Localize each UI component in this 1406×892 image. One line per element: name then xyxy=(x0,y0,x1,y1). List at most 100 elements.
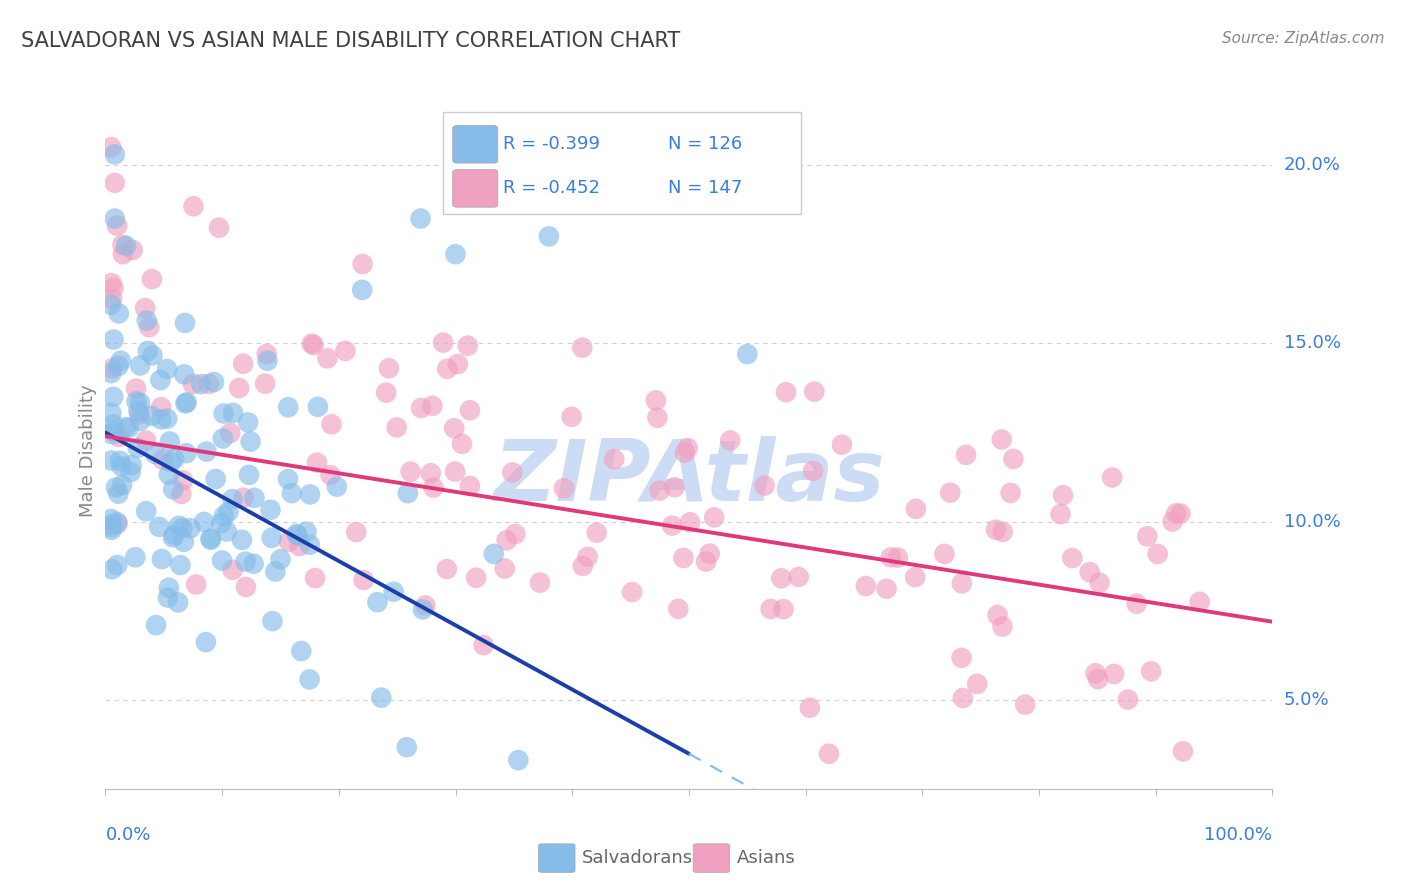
Point xyxy=(235,555,257,569)
Point xyxy=(661,518,683,533)
Point xyxy=(664,480,686,494)
Point xyxy=(219,426,242,441)
Point xyxy=(186,577,208,591)
Point xyxy=(505,527,527,541)
Point xyxy=(676,441,699,455)
Point xyxy=(145,618,167,632)
Point xyxy=(803,384,825,399)
Point xyxy=(143,447,166,461)
Point xyxy=(264,565,287,579)
Point xyxy=(100,512,122,526)
Point xyxy=(529,575,551,590)
Point xyxy=(103,333,125,347)
Point xyxy=(415,599,437,613)
Point xyxy=(352,257,374,271)
Point xyxy=(647,410,669,425)
Point xyxy=(603,452,626,467)
Point xyxy=(396,486,419,500)
Point xyxy=(1136,529,1159,543)
Text: 15.0%: 15.0% xyxy=(1284,334,1340,352)
Point xyxy=(991,619,1014,633)
Text: 0.0%: 0.0% xyxy=(105,825,150,844)
Point xyxy=(239,434,262,449)
Point xyxy=(193,515,215,529)
Point xyxy=(955,448,977,462)
Text: 10.0%: 10.0% xyxy=(1284,513,1340,531)
Point xyxy=(149,373,172,387)
Point xyxy=(799,700,821,714)
Point xyxy=(1002,451,1025,466)
Point xyxy=(108,306,131,320)
Point xyxy=(385,420,408,434)
Point xyxy=(204,472,226,486)
Point xyxy=(576,549,599,564)
Point xyxy=(217,505,239,519)
Point xyxy=(1101,470,1123,484)
Point xyxy=(120,465,142,479)
Point xyxy=(100,523,122,537)
Point xyxy=(326,480,349,494)
Point xyxy=(495,533,517,548)
Point xyxy=(419,466,441,480)
Point xyxy=(370,690,392,705)
Point xyxy=(399,465,422,479)
Point xyxy=(103,390,125,404)
Point xyxy=(1171,744,1194,758)
Point xyxy=(444,247,467,261)
Point xyxy=(307,400,329,414)
Point xyxy=(621,585,644,599)
Point xyxy=(150,552,173,566)
Point xyxy=(104,147,127,161)
Point xyxy=(103,417,125,432)
Point xyxy=(699,547,721,561)
Point xyxy=(211,553,233,567)
Point xyxy=(176,395,198,409)
Point xyxy=(1087,672,1109,686)
Point xyxy=(231,533,253,547)
Point xyxy=(991,524,1014,539)
Point xyxy=(1102,666,1125,681)
Point xyxy=(174,446,197,460)
Point xyxy=(366,595,388,609)
Point xyxy=(472,638,495,652)
Point xyxy=(111,247,134,261)
Point xyxy=(111,478,134,492)
Point xyxy=(101,292,124,306)
Point xyxy=(1161,515,1184,529)
Point xyxy=(458,479,481,493)
Point xyxy=(395,740,418,755)
Point xyxy=(298,538,321,552)
Y-axis label: Male Disability: Male Disability xyxy=(79,384,97,516)
Point xyxy=(648,483,671,498)
Point xyxy=(280,486,302,500)
Text: 100.0%: 100.0% xyxy=(1205,825,1272,844)
Point xyxy=(436,362,458,376)
Point xyxy=(141,272,163,286)
Point xyxy=(118,421,141,435)
Point xyxy=(167,595,190,609)
Point xyxy=(458,403,481,417)
Point xyxy=(1088,575,1111,590)
Point xyxy=(571,558,593,573)
Point xyxy=(1140,665,1163,679)
Point xyxy=(335,343,357,358)
Point xyxy=(585,525,607,540)
Point xyxy=(100,298,122,312)
Point xyxy=(134,301,156,315)
Point xyxy=(287,528,309,542)
Point xyxy=(148,520,170,534)
Point xyxy=(876,582,898,596)
Point xyxy=(100,140,122,154)
Point xyxy=(443,421,465,435)
Point xyxy=(232,491,254,505)
Point xyxy=(107,359,129,373)
Point xyxy=(200,532,222,546)
Point xyxy=(1170,507,1192,521)
Point xyxy=(508,753,530,767)
Text: R = -0.399: R = -0.399 xyxy=(503,136,600,153)
Text: 5.0%: 5.0% xyxy=(1284,691,1329,709)
Point xyxy=(169,558,191,573)
Text: N = 147: N = 147 xyxy=(668,179,742,197)
Point xyxy=(934,547,956,561)
Point xyxy=(105,219,128,233)
